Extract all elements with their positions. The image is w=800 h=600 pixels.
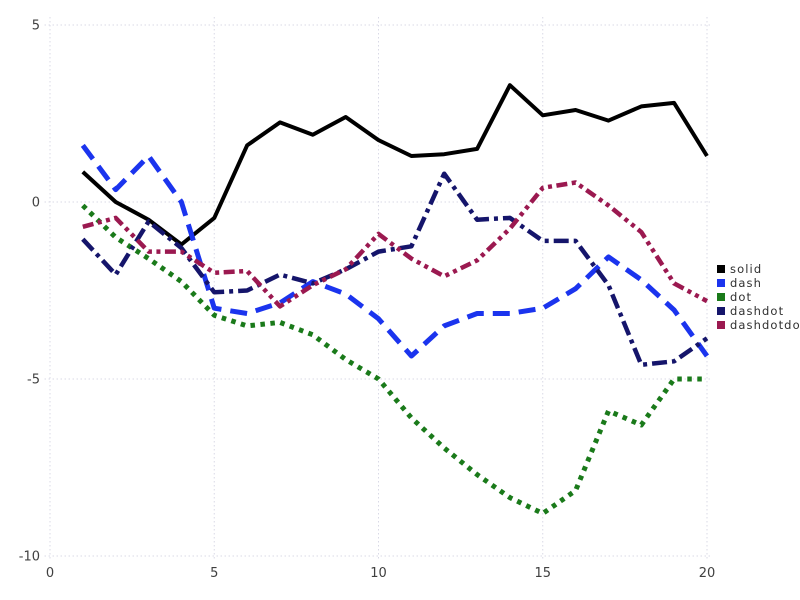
legend-swatch-dash [717, 279, 725, 287]
y-tick-label-0: 0 [32, 196, 40, 211]
legend-item-dashdot: dashdot [717, 304, 800, 318]
x-tick-label-20: 20 [699, 566, 716, 581]
x-tick-label-0: 0 [46, 566, 54, 581]
x-tick-label-10: 10 [370, 566, 387, 581]
legend-label-solid: solid [730, 262, 763, 276]
legend-item-dashdotdot: dashdotdot [717, 318, 800, 332]
legend: solid dash dot dashdot dashdotdot [717, 262, 800, 332]
legend-swatch-dot [717, 293, 725, 301]
series-line-solid [81, 83, 709, 247]
x-tick-label-15: 15 [534, 566, 551, 581]
y-tick-label--10: -10 [19, 550, 40, 565]
legend-item-dot: dot [717, 290, 800, 304]
legend-label-dot: dot [730, 290, 753, 304]
legend-item-solid: solid [717, 262, 800, 276]
legend-item-dash: dash [717, 276, 800, 290]
y-tick-label--5: -5 [27, 373, 40, 388]
legend-swatch-solid [717, 265, 725, 273]
y-tick-label-5: 5 [32, 19, 40, 34]
legend-label-dash: dash [730, 276, 763, 290]
legend-label-dashdot: dashdot [730, 304, 785, 318]
series-line-dot [81, 203, 707, 516]
legend-label-dashdotdot: dashdotdot [730, 318, 800, 332]
series-line-dash [80, 143, 710, 359]
series-line-dashdot [81, 171, 709, 368]
legend-swatch-dashdot [717, 307, 725, 315]
legend-swatch-dashdotdot [717, 321, 725, 329]
x-tick-label-5: 5 [210, 566, 218, 581]
